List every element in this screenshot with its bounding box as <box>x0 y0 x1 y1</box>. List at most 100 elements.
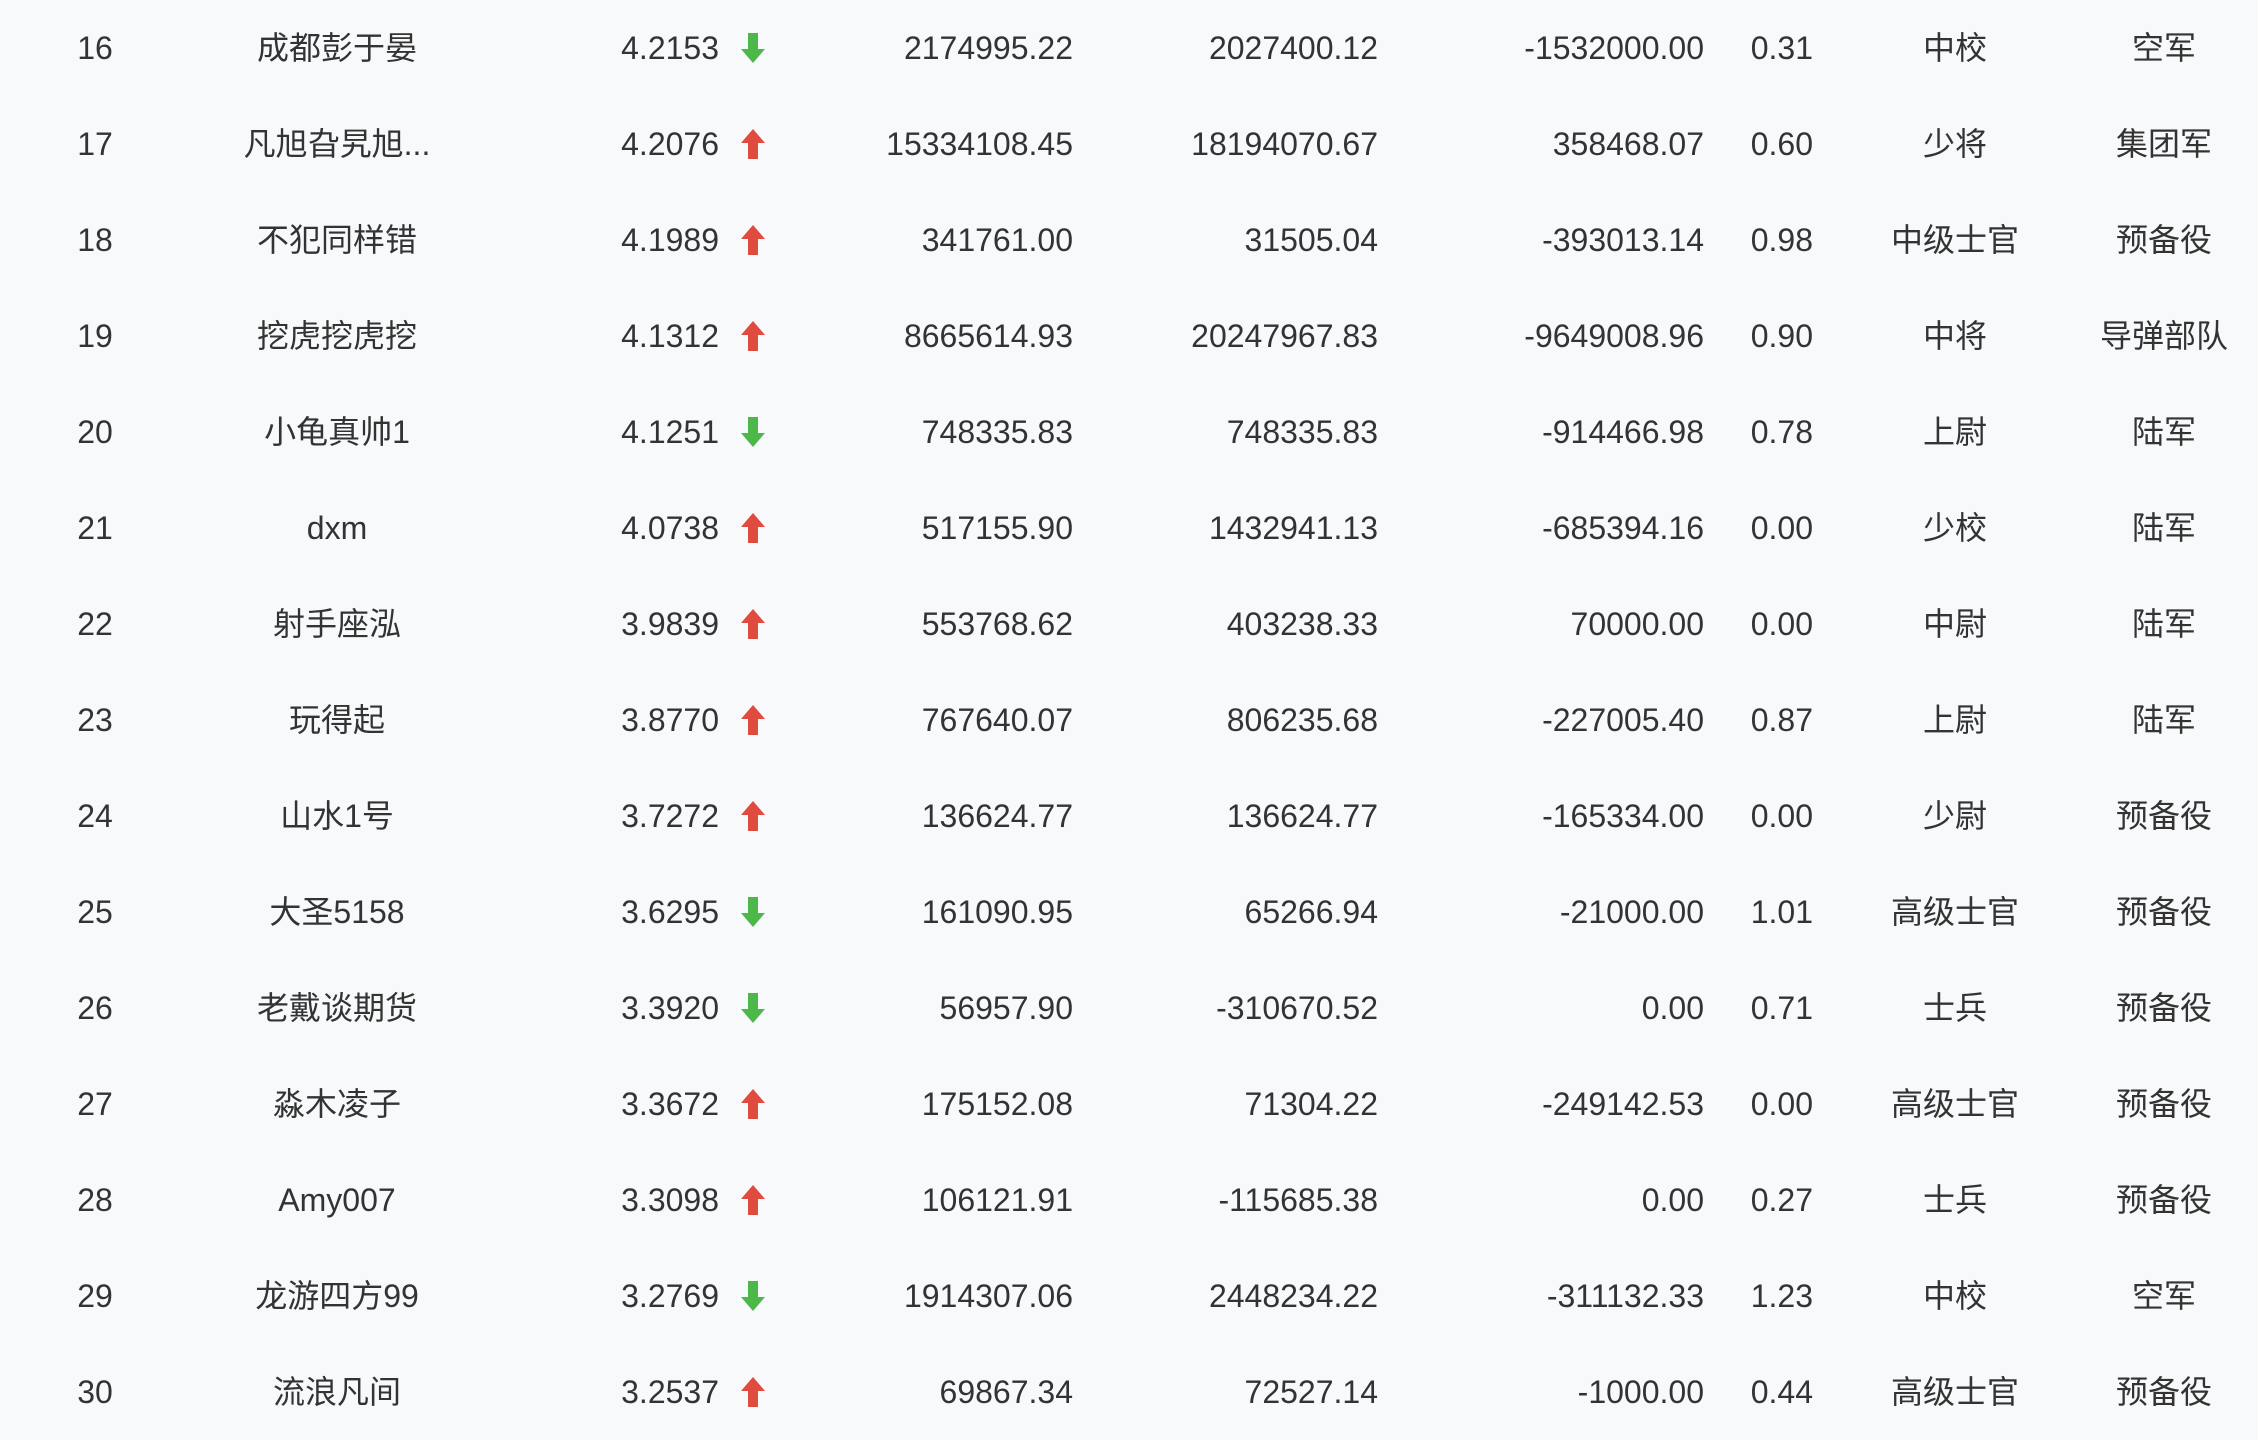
grade-cell: 少校 <box>1922 510 1987 546</box>
arrow-up-icon <box>737 288 769 384</box>
score-cell: 3.2537 <box>621 1374 719 1410</box>
arrow-up-icon <box>737 1152 769 1248</box>
value1-cell: 161090.95 <box>921 894 1073 930</box>
ratio-cell: 0.71 <box>1750 990 1813 1026</box>
value1-cell: 15334108.45 <box>886 126 1073 162</box>
value3-cell: -227005.40 <box>1542 702 1704 738</box>
score-cell: 3.3098 <box>621 1182 719 1218</box>
table-row[interactable]: 22 射手座泓 3.9839 553768.62 403238.33 70000.00 0.… <box>0 576 2258 672</box>
value2-cell: 20247967.83 <box>1191 318 1378 354</box>
score-cell: 3.3920 <box>621 990 719 1026</box>
unit-cell: 预备役 <box>2115 1182 2212 1218</box>
table-row[interactable]: 24 山水1号 3.7272 136624.77 136624.77 -165334.00… <box>0 768 2258 864</box>
grade-cell: 上尉 <box>1922 702 1987 738</box>
grade-cell: 士兵 <box>1922 1182 1987 1218</box>
value1-cell: 748335.83 <box>921 414 1073 450</box>
table-row[interactable]: 26 老戴谈期货 3.3920 56957.90 -310670.52 0.00 0.71 士… <box>0 960 2258 1056</box>
ratio-cell: 0.78 <box>1750 414 1813 450</box>
arrow-up-icon <box>737 192 769 288</box>
value2-cell: 2027400.12 <box>1208 30 1378 66</box>
table-row[interactable]: 28 Amy007 3.3098 106121.91 -115685.38 0.00 0.2… <box>0 1152 2258 1248</box>
arrow-up-icon <box>737 96 769 192</box>
grade-cell: 中将 <box>1922 318 1987 354</box>
value2-cell: 72527.14 <box>1244 1374 1378 1410</box>
value1-cell: 553768.62 <box>921 606 1073 642</box>
value2-cell: 806235.68 <box>1226 702 1378 738</box>
table-row[interactable]: 19 挖虎挖虎挖 4.1312 8665614.93 20247967.83 -96490… <box>0 288 2258 384</box>
score-cell: 3.7272 <box>621 798 719 834</box>
arrow-down-icon <box>737 864 769 960</box>
ratio-cell: 0.87 <box>1750 702 1813 738</box>
score-cell: 3.8770 <box>621 702 719 738</box>
table-row[interactable]: 20 小龟真帅1 4.1251 748335.83 748335.83 -914466.9… <box>0 384 2258 480</box>
table-row[interactable]: 21 dxm 4.0738 517155.90 1432941.13 -685394.16… <box>0 480 2258 576</box>
table-row[interactable]: 16 成都彭于晏 4.2153 2174995.22 2027400.12 -153200… <box>0 0 2258 96</box>
arrow-up-icon <box>737 1344 769 1440</box>
grade-cell: 中校 <box>1922 1278 1987 1314</box>
value3-cell: -1000.00 <box>1577 1374 1704 1410</box>
grade-cell: 高级士官 <box>1890 1086 2019 1122</box>
value2-cell: 71304.22 <box>1244 1086 1378 1122</box>
table-row[interactable]: 18 不犯同样错 4.1989 341761.00 31505.04 -393013.14… <box>0 192 2258 288</box>
rank-cell: 21 <box>77 510 113 546</box>
score-cell: 4.1251 <box>621 414 719 450</box>
ratio-cell: 0.27 <box>1750 1182 1813 1218</box>
value3-cell: -9649008.96 <box>1524 318 1704 354</box>
ratio-cell: 1.01 <box>1750 894 1813 930</box>
grade-cell: 高级士官 <box>1890 894 2019 930</box>
value1-cell: 1914307.06 <box>903 1278 1073 1314</box>
table-row[interactable]: 23 玩得起 3.8770 767640.07 806235.68 -227005.40 0… <box>0 672 2258 768</box>
rank-cell: 26 <box>77 990 113 1026</box>
name-cell: Amy007 <box>278 1182 396 1218</box>
unit-cell: 预备役 <box>2115 1086 2212 1122</box>
ratio-cell: 0.00 <box>1750 510 1813 546</box>
value3-cell: -165334.00 <box>1542 798 1704 834</box>
unit-cell: 陆军 <box>2131 606 2196 642</box>
table-row[interactable]: 25 大圣5158 3.6295 161090.95 65266.94 -21000.00… <box>0 864 2258 960</box>
value1-cell: 69867.34 <box>939 1374 1073 1410</box>
arrow-down-icon <box>737 0 769 96</box>
ratio-cell: 0.44 <box>1750 1374 1813 1410</box>
value2-cell: 748335.83 <box>1226 414 1378 450</box>
rank-cell: 27 <box>77 1086 113 1122</box>
ratio-cell: 0.00 <box>1750 606 1813 642</box>
rank-cell: 17 <box>77 126 113 162</box>
table-row[interactable]: 17 凡旭旮旯旭... 4.2076 15334108.45 18194070.67 35… <box>0 96 2258 192</box>
name-cell: 大圣5158 <box>269 894 405 930</box>
value2-cell: 65266.94 <box>1244 894 1378 930</box>
unit-cell: 导弹部队 <box>2099 318 2228 354</box>
name-cell: 山水1号 <box>280 798 394 834</box>
grade-cell: 上尉 <box>1922 414 1987 450</box>
value3-cell: 0.00 <box>1641 1182 1704 1218</box>
grade-cell: 少将 <box>1922 126 1987 162</box>
value2-cell: 18194070.67 <box>1191 126 1378 162</box>
value3-cell: -311132.33 <box>1546 1278 1704 1314</box>
unit-cell: 陆军 <box>2131 510 2196 546</box>
ratio-cell: 0.90 <box>1750 318 1813 354</box>
name-cell: 挖虎挖虎挖 <box>256 318 417 354</box>
arrow-up-icon <box>737 480 769 576</box>
table-row[interactable]: 27 淼木凌子 3.3672 175152.08 71304.22 -249142.53 0… <box>0 1056 2258 1152</box>
unit-cell: 预备役 <box>2115 990 2212 1026</box>
value2-cell: -115685.38 <box>1218 1182 1378 1218</box>
unit-cell: 集团军 <box>2115 126 2212 162</box>
value1-cell: 2174995.22 <box>903 30 1073 66</box>
value2-cell: 2448234.22 <box>1208 1278 1378 1314</box>
unit-cell: 陆军 <box>2131 414 2196 450</box>
value3-cell: 358468.07 <box>1552 126 1704 162</box>
name-cell: 成都彭于晏 <box>256 30 417 66</box>
value2-cell: 1432941.13 <box>1208 510 1378 546</box>
rank-cell: 18 <box>77 222 113 258</box>
table-row[interactable]: 30 流浪凡间 3.2537 69867.34 72527.14 -1000.00 0.44… <box>0 1344 2258 1440</box>
name-cell: 龙游四方99 <box>255 1278 419 1314</box>
ratio-cell: 0.31 <box>1750 30 1813 66</box>
rank-cell: 22 <box>77 606 113 642</box>
name-cell: 淼木凌子 <box>272 1086 401 1122</box>
grade-cell: 高级士官 <box>1890 1374 2019 1410</box>
rank-cell: 19 <box>77 318 113 354</box>
name-cell: 凡旭旮旯旭... <box>243 126 431 162</box>
table-row[interactable]: 29 龙游四方99 3.2769 1914307.06 2448234.22 -31113… <box>0 1248 2258 1344</box>
unit-cell: 预备役 <box>2115 222 2212 258</box>
value1-cell: 341761.00 <box>921 222 1073 258</box>
